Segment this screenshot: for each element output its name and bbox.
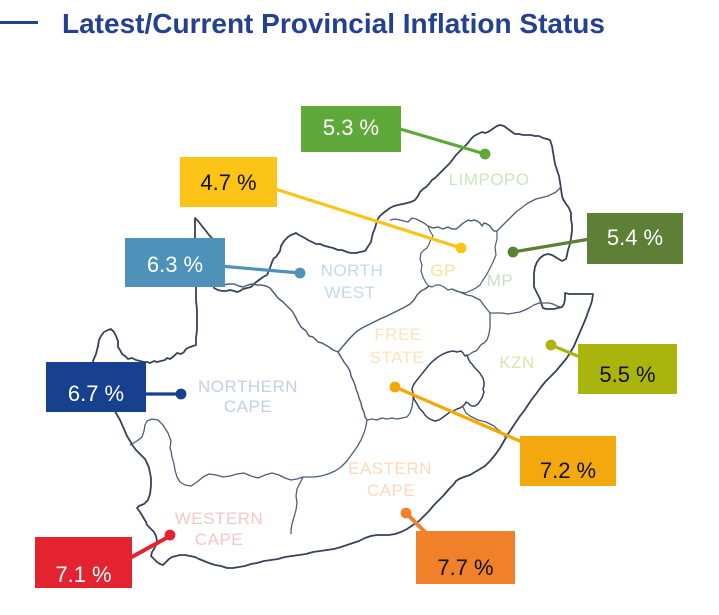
svg-text:7.1 %: 7.1 % <box>55 562 111 587</box>
svg-text:4.7 %: 4.7 % <box>200 170 256 195</box>
svg-text:WESTERN: WESTERN <box>175 509 264 528</box>
svg-text:CAPE: CAPE <box>195 530 243 549</box>
svg-text:GP: GP <box>430 261 456 280</box>
svg-text:NORTH: NORTH <box>321 261 384 280</box>
svg-text:NORTHERN: NORTHERN <box>198 377 298 396</box>
svg-text:EASTERN: EASTERN <box>348 459 432 478</box>
svg-text:KZN: KZN <box>499 353 535 372</box>
svg-text:CAPE: CAPE <box>367 481 415 500</box>
svg-text:5.5 %: 5.5 % <box>599 362 655 387</box>
svg-text:6.3 %: 6.3 % <box>147 252 203 277</box>
svg-text:MP: MP <box>487 271 514 290</box>
svg-text:6.7 %: 6.7 % <box>68 381 124 406</box>
svg-text:5.4 %: 5.4 % <box>607 225 663 250</box>
svg-text:5.3 %: 5.3 % <box>323 115 379 140</box>
svg-text:7.2 %: 7.2 % <box>540 458 596 483</box>
svg-text:FREE: FREE <box>374 325 421 344</box>
svg-text:7.7 %: 7.7 % <box>437 555 493 580</box>
svg-text:STATE: STATE <box>370 348 425 367</box>
svg-text:LIMPOPO: LIMPOPO <box>449 170 530 189</box>
svg-text:WEST: WEST <box>324 283 375 302</box>
svg-text:CAPE: CAPE <box>224 397 272 416</box>
